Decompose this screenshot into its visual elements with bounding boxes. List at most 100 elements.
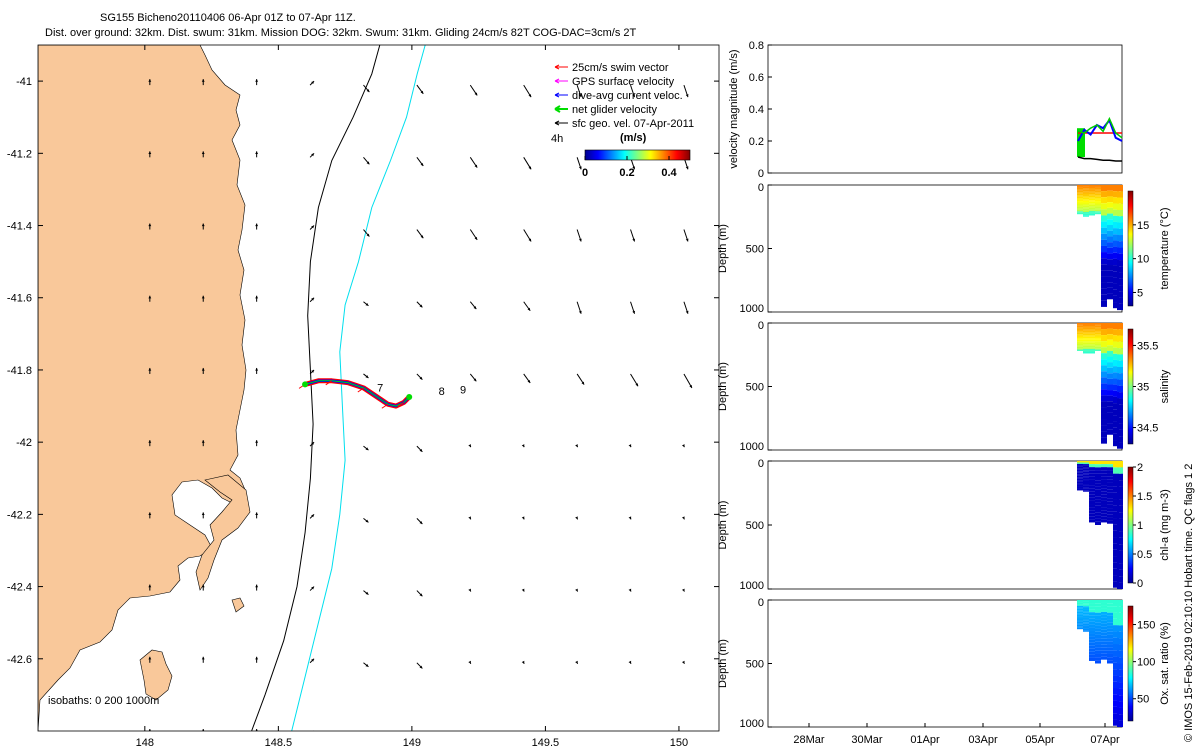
- profile-cell: [1113, 246, 1119, 253]
- profile-cell: [1083, 338, 1089, 340]
- profile-cell: [1113, 185, 1119, 192]
- profile-cell: [1107, 202, 1113, 208]
- map-x-tick-label: 150: [670, 737, 688, 749]
- profile-cell: [1077, 486, 1083, 488]
- profile-cell: [1107, 323, 1113, 329]
- colorbar-tick-label: 0: [1137, 578, 1143, 590]
- geo-arrow-head: [148, 656, 152, 660]
- profile-cell: [1083, 476, 1089, 478]
- profile-cell: [1113, 234, 1119, 241]
- profile-cell: [1095, 190, 1101, 193]
- profile-cell: [1113, 252, 1119, 259]
- geo-arrow-head: [365, 591, 369, 595]
- panel-5: 0 500 1000 Depth (m) 50 100 150 Ox. sat. ratio …: [717, 597, 1171, 746]
- profile-cell: [1107, 486, 1113, 490]
- profile-cell: [1077, 465, 1083, 467]
- profile-cell: [1117, 467, 1123, 474]
- profile-cell: [1113, 656, 1119, 663]
- geo-arrow-head: [629, 733, 632, 736]
- colorbar-tick-label: 34.5: [1137, 423, 1158, 435]
- profile-cell: [1083, 202, 1089, 205]
- geo-arrow-head: [201, 295, 205, 299]
- profile-cell: [1077, 618, 1083, 621]
- y-tick-label: 1000: [740, 441, 764, 453]
- geo-arrow-head: [689, 384, 692, 388]
- profile-cell: [1077, 487, 1083, 489]
- panel-frame: [767, 322, 1123, 451]
- profile-cell: [1107, 650, 1113, 654]
- profile-cell: [1089, 464, 1095, 468]
- y-tick-label: 1000: [740, 580, 764, 592]
- geo-arrow-head: [468, 444, 471, 448]
- geo-arrow-head: [311, 297, 315, 301]
- profile-cell: [1117, 442, 1123, 449]
- profile-cell: [1107, 511, 1113, 515]
- profile-cell: [1077, 192, 1083, 194]
- profile-cell: [1083, 344, 1089, 346]
- profile-cell: [1095, 324, 1101, 326]
- profile-cell: [1101, 294, 1107, 301]
- profile-cell: [1101, 395, 1107, 402]
- profile-cell: [1083, 485, 1089, 488]
- profile-cell: [1095, 329, 1101, 332]
- geo-arrow-head: [681, 516, 685, 520]
- profile-cell: [1107, 476, 1113, 480]
- profile-cell: [1095, 195, 1101, 197]
- profile-cell: [1077, 601, 1083, 603]
- profile-cell: [1077, 190, 1083, 193]
- geo-arrow-head: [255, 295, 259, 299]
- profile-cell: [1107, 647, 1113, 651]
- profile-cell: [1117, 210, 1123, 217]
- profile-cell: [1089, 207, 1095, 210]
- profile-cell: [1083, 336, 1089, 339]
- profile-cell: [1089, 186, 1095, 189]
- profile-cell: [1083, 604, 1089, 607]
- profile-cell: [1113, 473, 1119, 481]
- profile-cell: [1113, 606, 1119, 613]
- geo-arrow-head: [311, 369, 315, 373]
- profile-cell: [1089, 345, 1095, 348]
- profile-cell: [1089, 639, 1095, 643]
- profile-cell: [1089, 201, 1095, 204]
- geo-arrow: [631, 735, 632, 736]
- profile-cell: [1117, 531, 1123, 538]
- x-tick-label: 03Apr: [968, 734, 998, 746]
- profile-cell: [1101, 407, 1107, 414]
- colorbar-tick-label: 0.2: [619, 167, 634, 179]
- geo-arrow-head: [468, 588, 471, 592]
- profile-cell: [1117, 404, 1123, 412]
- profile-cell: [1101, 288, 1107, 295]
- profile-cell: [1113, 543, 1119, 550]
- profile-cell: [1095, 502, 1101, 506]
- geo-arrow-head: [366, 233, 370, 237]
- y-tick-label: 0: [758, 597, 764, 609]
- profile-cell: [1117, 341, 1123, 349]
- map-y-tick-label: -41.2: [7, 148, 32, 160]
- geo-arrow-head: [419, 593, 423, 597]
- track-end: [406, 394, 413, 401]
- profile-cell: [1089, 603, 1095, 607]
- profile-cell: [1113, 415, 1119, 422]
- profile-cell: [1117, 676, 1123, 683]
- profile-cell: [1089, 335, 1095, 337]
- geo-arrow-head: [255, 512, 259, 516]
- legend-item-dac: dive-avg current veloc.: [554, 90, 683, 102]
- profile-cell: [1083, 622, 1089, 624]
- profile-cell: [1107, 429, 1113, 435]
- profile-cell: [1113, 618, 1119, 626]
- profile-cell: [1095, 477, 1101, 481]
- profile-cell: [1101, 282, 1107, 289]
- profile-cell: [1107, 287, 1113, 294]
- profile-cell: [1101, 335, 1107, 342]
- profile-cell: [1117, 197, 1123, 204]
- y-axis-label: Depth (m): [717, 501, 729, 550]
- profile-cell: [1077, 610, 1083, 612]
- profile-cell: [1113, 581, 1119, 588]
- profile-cell: [1101, 215, 1107, 222]
- profile-cell: [1077, 186, 1083, 188]
- map-y-tick-label: -42: [16, 437, 32, 449]
- profile-cell: [1089, 213, 1095, 216]
- profile-cell: [1083, 474, 1089, 477]
- profile-cell: [1117, 669, 1123, 677]
- map-panel: 148 148.5 149 149.5 150 -41 -41.2 -41.4 -41.6 -41…: [7, 44, 720, 749]
